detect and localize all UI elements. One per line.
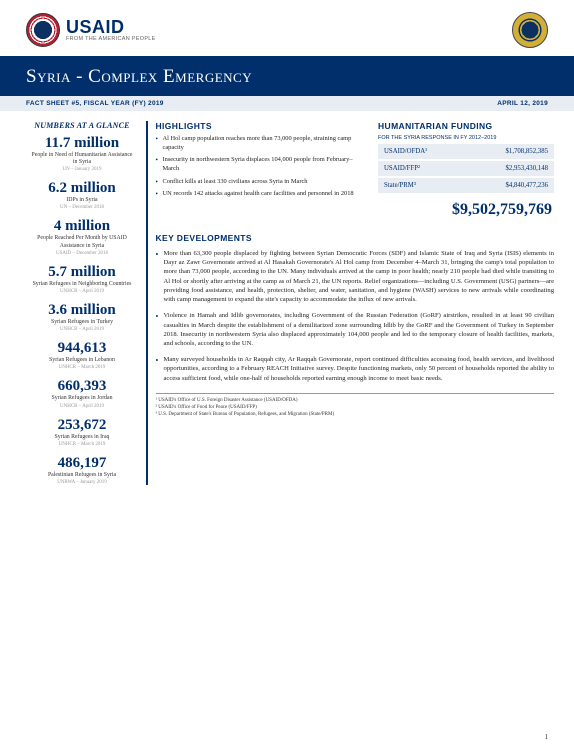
stat-source: UNHCR – March 2019 — [26, 365, 138, 370]
highlight-item: Al Hol camp population reaches more than… — [156, 135, 367, 152]
stat-source: USAID – December 2018 — [26, 251, 138, 256]
stat-source: UNHCR – April 2019 — [26, 289, 138, 294]
stat-value: 660,393 — [26, 378, 138, 395]
stat-label: Syrian Refugees in Turkey — [26, 319, 138, 326]
stat-label: Syrian Refugees in Iraq — [26, 434, 138, 441]
stat-value: 6.2 million — [26, 180, 138, 197]
stat-source: UNHCR – April 2019 — [26, 327, 138, 332]
stat-value: 4 million — [26, 218, 138, 235]
highlights-title: HIGHLIGHTS — [156, 121, 367, 131]
funding-amount: $2,953,430,148 — [506, 165, 548, 172]
funding-label: State/PRM³ — [384, 182, 416, 189]
funding-amount: $4,840,477,236 — [506, 182, 548, 189]
funding-row: USAID/FFP² $2,953,430,148 — [378, 161, 554, 176]
stat-value: 253,672 — [26, 417, 138, 434]
stat-label: People in Need of Humanitarian Assistanc… — [26, 152, 138, 166]
page-number: 1 — [545, 733, 549, 741]
factsheet-number: FACT SHEET #5, FISCAL YEAR (FY) 2019 — [26, 100, 164, 107]
usaid-tagline: FROM THE AMERICAN PEOPLE — [66, 36, 156, 42]
stat-label: Syrian Refugees in Jordan — [26, 395, 138, 402]
document-title: Syria - Complex Emergency — [26, 66, 548, 88]
stat-source: UNHCR – April 2019 — [26, 404, 138, 409]
stat-value: 3.6 million — [26, 302, 138, 319]
footnote: ¹ USAID's Office of U.S. Foreign Disaste… — [156, 397, 555, 404]
usaid-logo: USAID FROM THE AMERICAN PEOPLE — [26, 13, 156, 47]
development-item: Many surveyed households in Ar Raqqah ci… — [156, 355, 555, 383]
stat-block: 253,672 Syrian Refugees in Iraq UNHCR – … — [26, 417, 138, 447]
stat-block: 11.7 million People in Need of Humanitar… — [26, 135, 138, 172]
funding-amount: $1,708,852,385 — [506, 148, 548, 155]
funding-row: USAID/OFDA¹ $1,708,852,385 — [378, 144, 554, 159]
stat-value: 11.7 million — [26, 135, 138, 152]
stat-block: 5.7 million Syrian Refugees in Neighbori… — [26, 264, 138, 294]
funding-label: USAID/FFP² — [384, 165, 420, 172]
funding-total: $9,502,759,769 — [378, 201, 554, 219]
sidebar-numbers: NUMBERS AT A GLANCE 11.7 million People … — [26, 121, 138, 493]
stat-value: 5.7 million — [26, 264, 138, 281]
stat-source: UNRWA – January 2019 — [26, 480, 138, 485]
highlights-section: HIGHLIGHTS Al Hol camp population reache… — [156, 121, 367, 219]
stat-label: Palestinian Refugees in Syria — [26, 472, 138, 479]
development-item: Violence in Hamah and Idlib governorates… — [156, 311, 555, 348]
sidebar-title: NUMBERS AT A GLANCE — [26, 121, 138, 131]
factsheet-date: APRIL 12, 2019 — [497, 100, 548, 107]
title-band: Syria - Complex Emergency — [0, 56, 574, 96]
developments-title: KEY DEVELOPMENTS — [156, 233, 555, 243]
stat-source: UN – December 2018 — [26, 205, 138, 210]
funding-row: State/PRM³ $4,840,477,236 — [378, 178, 554, 193]
title-emergency: Complex Emergency — [88, 66, 252, 87]
key-developments-section: KEY DEVELOPMENTS More than 63,300 people… — [156, 233, 555, 383]
stat-block: 660,393 Syrian Refugees in Jordan UNHCR … — [26, 378, 138, 408]
stat-label: IDPs in Syria — [26, 197, 138, 204]
stat-block: 486,197 Palestinian Refugees in Syria UN… — [26, 455, 138, 485]
funding-title: HUMANITARIAN FUNDING — [378, 121, 554, 131]
vertical-divider — [146, 121, 148, 485]
stat-value: 486,197 — [26, 455, 138, 472]
usaid-wordmark: USAID — [66, 18, 156, 36]
stat-source: UN – January 2019 — [26, 167, 138, 172]
stat-block: 6.2 million IDPs in Syria UN – December … — [26, 180, 138, 210]
stat-label: People Reached Per Month by USAID Assist… — [26, 235, 138, 249]
funding-subtitle: FOR THE SYRIA RESPONSE IN FY 2012–2019 — [378, 135, 554, 141]
stat-label: Syrian Refugees in Neighboring Countries — [26, 281, 138, 288]
stat-value: 944,613 — [26, 340, 138, 357]
development-item: More than 63,300 people displaced by fig… — [156, 249, 555, 304]
usaid-seal-icon — [26, 13, 60, 47]
header-logos: USAID FROM THE AMERICAN PEOPLE — [0, 0, 574, 56]
footnote: ³ U.S. Department of State's Bureau of P… — [156, 411, 555, 418]
stat-block: 3.6 million Syrian Refugees in Turkey UN… — [26, 302, 138, 332]
footnote: ² USAID's Office of Food for Peace (USAI… — [156, 404, 555, 411]
highlight-item: UN records 142 attacks against health ca… — [156, 190, 367, 199]
subtitle-bar: FACT SHEET #5, FISCAL YEAR (FY) 2019 APR… — [0, 96, 574, 111]
stat-block: 4 million People Reached Per Month by US… — [26, 218, 138, 255]
stat-block: 944,613 Syrian Refugees in Lebanon UNHCR… — [26, 340, 138, 370]
funding-label: USAID/OFDA¹ — [384, 148, 427, 155]
stat-source: UNHCR – March 2019 — [26, 442, 138, 447]
highlight-item: Insecurity in northwestern Syria displac… — [156, 156, 367, 173]
state-dept-seal-icon — [512, 12, 548, 48]
highlight-item: Conflict kills at least 330 civilians ac… — [156, 178, 367, 187]
funding-section: HUMANITARIAN FUNDING FOR THE SYRIA RESPO… — [378, 121, 554, 219]
stat-label: Syrian Refugees in Lebanon — [26, 357, 138, 364]
footnotes: ¹ USAID's Office of U.S. Foreign Disaste… — [156, 393, 555, 418]
title-country: Syria — [26, 66, 71, 87]
